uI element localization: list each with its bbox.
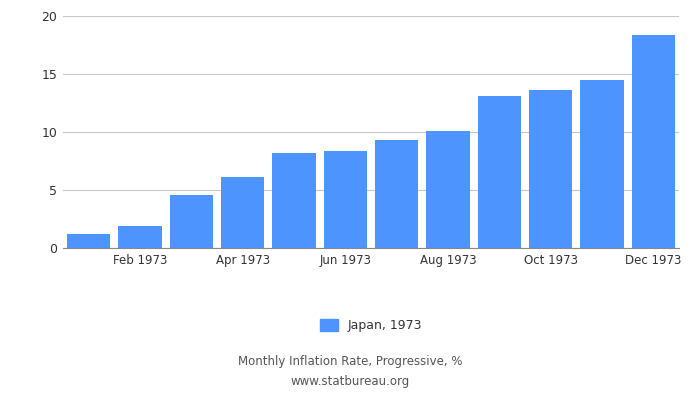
Text: www.statbureau.org: www.statbureau.org xyxy=(290,376,410,388)
Text: Monthly Inflation Rate, Progressive, %: Monthly Inflation Rate, Progressive, % xyxy=(238,356,462,368)
Bar xyxy=(221,177,265,248)
Bar xyxy=(580,80,624,248)
Bar xyxy=(118,226,162,248)
Bar xyxy=(528,90,573,248)
Bar xyxy=(66,234,111,248)
Bar xyxy=(426,131,470,248)
Bar xyxy=(272,153,316,248)
Bar xyxy=(375,140,419,248)
Bar xyxy=(631,34,675,248)
Bar xyxy=(169,195,213,248)
Legend: Japan, 1973: Japan, 1973 xyxy=(320,319,422,332)
Bar xyxy=(477,96,521,248)
Bar xyxy=(323,150,367,248)
